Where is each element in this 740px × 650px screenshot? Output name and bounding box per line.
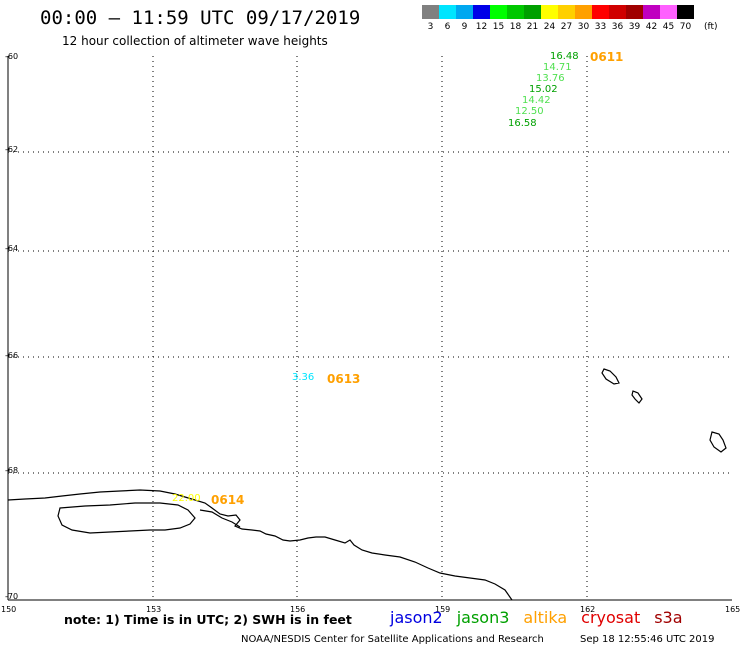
wave-height-value: 15.02 xyxy=(529,84,558,95)
legend-label: 12 xyxy=(475,22,488,32)
longitude-label: 156 xyxy=(290,605,306,614)
legend-swatch xyxy=(541,5,558,19)
pass-id-label: 0611 xyxy=(590,50,624,64)
antarctic-coastline xyxy=(7,489,513,601)
color-scale-labels: 3 6 9 12 15 18 21 24 27 30 33 36 39 42 45 70 xyxy=(422,22,694,32)
legend-label: 15 xyxy=(492,22,505,32)
latitude-label: -62 xyxy=(5,145,19,154)
wave-height-value: 22.00 xyxy=(172,493,201,504)
wave-height-value: 14.42 xyxy=(522,95,551,106)
legend-label: 42 xyxy=(645,22,658,32)
legend-swatch xyxy=(677,5,694,19)
legend-label: 18 xyxy=(509,22,522,32)
pass-id-label: 0613 xyxy=(327,372,361,386)
legend-swatch xyxy=(422,5,439,19)
legend-swatch xyxy=(490,5,507,19)
legend-label: 9 xyxy=(461,22,468,32)
legend-label: 30 xyxy=(577,22,590,32)
satellite-name: cryosat xyxy=(581,608,641,627)
legend-label: 3 xyxy=(427,22,434,32)
legend-label: 33 xyxy=(594,22,607,32)
wave-height-value: 16.48 xyxy=(550,51,579,62)
longitude-label: 162 xyxy=(580,605,596,614)
legend-swatch xyxy=(558,5,575,19)
longitude-label: 165 xyxy=(725,605,740,614)
satellite-name: jason3 xyxy=(456,608,510,627)
footer-source: NOAA/NESDIS Center for Satellite Applica… xyxy=(241,634,544,645)
wave-height-value: 14.71 xyxy=(543,62,572,73)
satellite-legend: jason2 jason3 altika cryosat s3a xyxy=(390,608,697,627)
units-note: note: 1) Time is in UTC; 2) SWH is in fe… xyxy=(64,612,352,627)
map-subtitle: 12 hour collection of altimeter wave hei… xyxy=(62,34,328,48)
legend-label: 39 xyxy=(628,22,641,32)
graticule-grid xyxy=(7,56,732,601)
legend-label: 6 xyxy=(444,22,451,32)
legend-label: 21 xyxy=(526,22,539,32)
longitude-label: 150 xyxy=(1,605,17,614)
legend-swatch xyxy=(643,5,660,19)
map-title: 00:00 – 11:59 UTC 09/17/2019 xyxy=(40,7,361,29)
wave-height-value: 12.50 xyxy=(515,106,544,117)
island-outline xyxy=(631,390,643,404)
legend-swatch xyxy=(456,5,473,19)
wave-height-value: 16.58 xyxy=(508,118,537,129)
island-outline xyxy=(709,431,727,453)
island-outline xyxy=(601,368,620,385)
satellite-name: s3a xyxy=(654,608,683,627)
longitude-label: 159 xyxy=(435,605,451,614)
latitude-label: -60 xyxy=(5,52,19,61)
legend-swatch xyxy=(473,5,490,19)
legend-label: 24 xyxy=(543,22,556,32)
coast-inlet xyxy=(199,509,241,528)
legend-label: 70 xyxy=(679,22,692,32)
legend-label: 36 xyxy=(611,22,624,32)
legend-swatch xyxy=(439,5,456,19)
latitude-label: -66 xyxy=(5,351,19,360)
footer-timestamp: Sep 18 12:55:46 UTC 2019 xyxy=(580,634,715,645)
legend-swatch xyxy=(609,5,626,19)
wave-height-value: 3.36 xyxy=(292,372,315,383)
legend-swatch xyxy=(660,5,677,19)
legend-swatch xyxy=(575,5,592,19)
legend-swatch xyxy=(592,5,609,19)
latitude-label: -70 xyxy=(5,592,19,601)
latitude-label: -64 xyxy=(5,244,19,253)
legend-swatch xyxy=(507,5,524,19)
ice-shelf-outline xyxy=(57,502,196,534)
legend-unit: (ft) xyxy=(704,22,718,32)
satellite-name: jason2 xyxy=(390,608,443,627)
wave-height-value: 13.76 xyxy=(536,73,565,84)
color-scale-legend xyxy=(422,5,694,19)
satellite-name: altika xyxy=(523,608,568,627)
legend-label: 27 xyxy=(560,22,573,32)
legend-label: 45 xyxy=(662,22,675,32)
pass-id-label: 0614 xyxy=(211,493,245,507)
legend-swatch xyxy=(626,5,643,19)
longitude-label: 153 xyxy=(146,605,162,614)
latitude-label: -68 xyxy=(5,466,19,475)
legend-swatch xyxy=(524,5,541,19)
